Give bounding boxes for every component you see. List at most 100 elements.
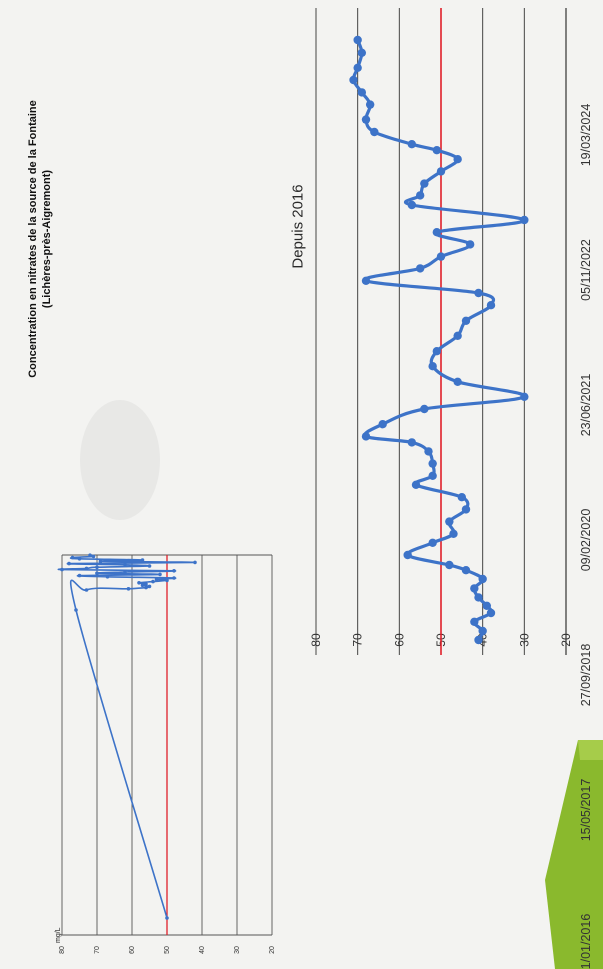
large-data-point bbox=[361, 115, 371, 124]
small-data-point bbox=[98, 559, 103, 563]
large-chart: 8070605040302001/01/201615/05/201727/09/… bbox=[309, 8, 593, 969]
small-ytick-label: 70 bbox=[94, 946, 101, 954]
small-data-point bbox=[140, 583, 145, 587]
large-data-point bbox=[407, 438, 417, 447]
large-data-point bbox=[361, 432, 371, 441]
small-data-point bbox=[193, 560, 197, 565]
large-xtick-label: 23/06/2021 bbox=[579, 374, 593, 437]
large-data-point bbox=[482, 601, 492, 610]
small-ytick-label: 50 bbox=[164, 946, 171, 954]
large-data-point bbox=[353, 35, 362, 45]
small-data-point bbox=[74, 608, 78, 612]
small-ytick-label: 40 bbox=[199, 946, 206, 954]
large-data-point bbox=[465, 240, 475, 249]
small-data-point bbox=[137, 581, 141, 585]
large-data-point bbox=[407, 140, 417, 149]
large-xtick-label: 01/01/2016 bbox=[579, 914, 593, 969]
large-data-point bbox=[432, 347, 442, 356]
large-ytick-label: 80 bbox=[309, 633, 323, 647]
large-data-point bbox=[461, 316, 471, 325]
small-data-point bbox=[154, 577, 159, 581]
large-chart-title: Depuis 2016 bbox=[289, 184, 307, 269]
small-data-point bbox=[165, 578, 169, 583]
small-ytick-label: 80 bbox=[59, 946, 66, 954]
small-unit-label: mg/L bbox=[55, 927, 62, 943]
large-data-point bbox=[461, 505, 471, 514]
small-ytick-label: 60 bbox=[129, 946, 136, 954]
small-data-point bbox=[126, 587, 131, 591]
large-data-point bbox=[361, 276, 371, 285]
small-data-point bbox=[95, 571, 99, 575]
large-data-point bbox=[349, 75, 358, 85]
small-data-point bbox=[147, 584, 152, 589]
large-xtick-label: 15/05/2017 bbox=[579, 779, 593, 842]
large-data-point bbox=[428, 362, 437, 371]
small-data-point bbox=[77, 557, 82, 561]
large-series-line bbox=[351, 39, 526, 641]
large-data-point bbox=[457, 493, 467, 502]
large-data-point bbox=[378, 420, 387, 429]
large-data-point bbox=[461, 566, 471, 575]
large-ytick-label: 60 bbox=[392, 633, 406, 647]
large-data-point bbox=[486, 608, 496, 618]
small-ytick-label: 20 bbox=[269, 946, 276, 954]
small-data-point bbox=[105, 575, 110, 579]
large-xtick-label: 19/03/2024 bbox=[579, 104, 593, 167]
small-data-point bbox=[67, 561, 71, 566]
large-data-point bbox=[370, 127, 379, 137]
large-data-point bbox=[474, 288, 483, 298]
small-data-point bbox=[123, 570, 127, 574]
large-data-point bbox=[428, 459, 437, 468]
large-data-point bbox=[411, 480, 421, 489]
small-data-point bbox=[140, 558, 145, 562]
small-data-point bbox=[151, 579, 155, 584]
small-data-point bbox=[84, 588, 89, 592]
large-xtick-label: 05/11/2022 bbox=[579, 239, 593, 301]
small-data-point bbox=[172, 569, 176, 573]
small-data-point bbox=[91, 554, 96, 559]
large-data-point bbox=[415, 264, 425, 273]
large-data-point bbox=[420, 179, 429, 188]
large-data-point bbox=[403, 550, 412, 560]
large-ytick-label: 30 bbox=[517, 633, 531, 647]
small-data-point bbox=[123, 563, 127, 567]
large-ytick-label: 70 bbox=[351, 633, 365, 647]
large-data-point bbox=[353, 63, 362, 72]
large-data-point bbox=[449, 529, 458, 538]
large-data-point bbox=[357, 48, 367, 57]
large-xtick-label: 09/02/2020 bbox=[579, 509, 593, 572]
small-data-point bbox=[95, 565, 99, 569]
small-data-point bbox=[165, 916, 169, 920]
large-data-point bbox=[420, 404, 429, 414]
small-data-point bbox=[60, 567, 64, 572]
large-data-point bbox=[453, 155, 462, 164]
small-data-point bbox=[144, 585, 148, 590]
large-data-point bbox=[470, 584, 479, 593]
large-data-point bbox=[415, 191, 425, 200]
large-data-point bbox=[432, 228, 442, 237]
small-data-point bbox=[84, 566, 89, 571]
large-xtick-label: 27/09/2018 bbox=[579, 644, 593, 707]
small-series-line bbox=[57, 554, 196, 919]
small-chart: 80 70 60 50 40 30 20 mg/L bbox=[55, 553, 276, 954]
large-data-point bbox=[436, 167, 446, 176]
large-data-point bbox=[428, 538, 437, 547]
small-data-point bbox=[88, 553, 92, 557]
large-data-point bbox=[453, 331, 462, 340]
green-corner-shape bbox=[545, 740, 603, 969]
large-data-point bbox=[436, 252, 446, 261]
large-data-point bbox=[520, 392, 529, 401]
large-data-point bbox=[407, 200, 417, 210]
large-data-point bbox=[478, 626, 487, 636]
large-data-point bbox=[520, 215, 529, 225]
large-data-point bbox=[432, 146, 442, 155]
small-data-point bbox=[172, 576, 176, 580]
small-data-point bbox=[144, 582, 148, 586]
small-data-point bbox=[77, 573, 82, 578]
large-data-point bbox=[453, 377, 462, 386]
large-data-point bbox=[445, 560, 454, 570]
large-data-point bbox=[470, 617, 479, 626]
large-data-point bbox=[424, 447, 433, 456]
large-data-point bbox=[445, 517, 454, 526]
